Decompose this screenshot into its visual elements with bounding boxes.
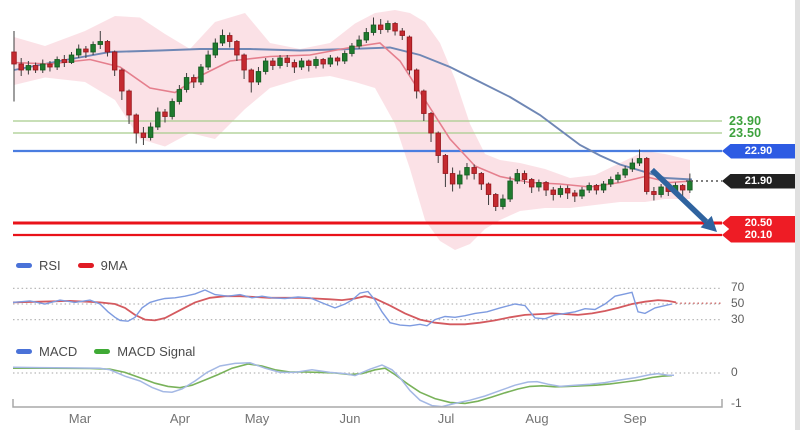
nine-ma-legend-label: 9MA (100, 258, 128, 273)
right-edge-strip (795, 0, 800, 430)
macd-legend-label: MACD (39, 344, 78, 359)
x-axis-label-may: May (244, 411, 270, 426)
x-axis-label-apr: Apr (169, 411, 191, 426)
macd-signal-legend-label: MACD Signal (117, 344, 196, 359)
price-tag: 21.90 (722, 173, 795, 189)
price-tag: 20.10 (722, 227, 795, 243)
legend-item-macd: MACD (16, 344, 77, 359)
x-axis-label-jun: Jun (339, 411, 361, 426)
x-axis-label-jul: Jul (437, 411, 455, 426)
rsi-legend-label: RSI (39, 258, 61, 273)
rsi-tick-70: 70 (731, 280, 745, 294)
price-level-label: 23.90 (729, 113, 762, 128)
price-tag: 20.50 (722, 215, 795, 231)
rsi-tick-30: 30 (731, 312, 745, 326)
legend-item-rsi: RSI (16, 258, 61, 273)
macd-tick-zero: 0 (731, 365, 738, 379)
price-tag: 22.90 (722, 143, 795, 159)
macd-swatch-icon (16, 349, 32, 354)
macd-legend: MACD MACD Signal (16, 344, 195, 359)
legend-item-9ma: 9MA (77, 258, 128, 273)
legend-item-macd-signal: MACD Signal (94, 344, 195, 359)
nine-ma-swatch-icon (77, 263, 94, 268)
macd-signal-swatch-icon (94, 349, 111, 354)
x-axis-label-aug: Aug (525, 411, 549, 426)
rsi-swatch-icon (16, 263, 32, 268)
x-axis-label-mar: Mar (68, 411, 92, 426)
x-axis-label-sep: Sep (623, 411, 647, 426)
macd-tick-minus-one: -1 (731, 396, 742, 410)
rsi-legend: RSI 9MA (16, 258, 127, 273)
rsi-tick-50: 50 (731, 296, 745, 310)
price-level-label: 23.50 (729, 125, 762, 140)
